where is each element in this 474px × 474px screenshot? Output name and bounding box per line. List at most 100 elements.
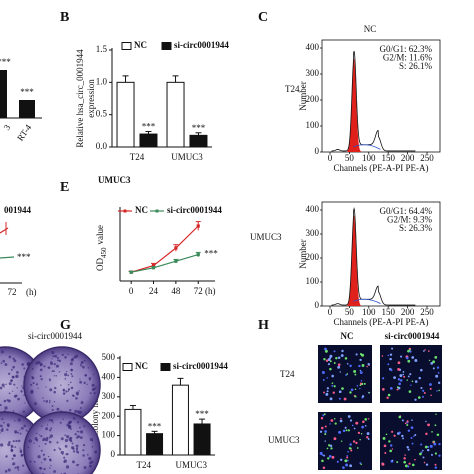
colony — [64, 355, 67, 359]
cell — [427, 445, 430, 448]
colony — [51, 408, 54, 412]
colony — [75, 448, 78, 451]
column-title: si-circ0001944 — [28, 331, 82, 341]
colony — [75, 354, 79, 358]
colony — [87, 366, 90, 369]
panel-label: B — [60, 10, 69, 25]
cell — [335, 357, 338, 360]
x-tick-label: 100 — [362, 307, 376, 317]
colony — [19, 447, 21, 449]
colony — [50, 361, 52, 363]
cell — [437, 372, 440, 374]
colony — [37, 455, 41, 459]
cell — [429, 383, 432, 386]
cell — [410, 426, 414, 430]
colony — [1, 427, 4, 430]
x-tick-label: 250 — [420, 307, 434, 317]
cell — [330, 447, 333, 450]
colony — [14, 394, 18, 398]
cell — [329, 360, 332, 363]
cell — [401, 419, 404, 422]
y-tick-label: 100 — [306, 276, 320, 286]
colony — [40, 363, 42, 365]
y-tick-label: 400 — [102, 371, 116, 381]
panel-label: G — [60, 318, 71, 333]
cell — [424, 445, 428, 449]
cell — [411, 419, 413, 421]
colony — [77, 451, 80, 454]
colony — [64, 444, 68, 448]
cell — [401, 434, 404, 438]
significance: *** — [142, 122, 156, 132]
cell — [326, 377, 329, 379]
colony — [5, 383, 7, 386]
colony — [12, 440, 15, 443]
colony — [17, 439, 21, 443]
y-axis-label: Number — [298, 239, 308, 269]
cell — [429, 387, 432, 390]
colony — [65, 371, 68, 373]
y-axis-label-sub: 450 — [100, 247, 108, 258]
cell — [327, 363, 331, 366]
colony — [89, 464, 92, 468]
cell — [406, 424, 409, 427]
cell — [349, 464, 353, 468]
cell — [404, 464, 408, 468]
cell — [333, 350, 336, 353]
y-axis-label: OD450 value — [95, 225, 108, 271]
y-axis-label: Number — [298, 81, 308, 111]
cell — [396, 388, 399, 391]
y-tick-label: 300 — [102, 391, 116, 401]
colony — [43, 457, 47, 461]
colony — [64, 438, 69, 443]
cell — [434, 424, 437, 427]
legend-swatch — [122, 363, 133, 371]
cell — [346, 456, 349, 459]
cell — [408, 462, 411, 465]
cell — [413, 435, 415, 437]
colony — [10, 379, 13, 382]
cell — [410, 384, 412, 386]
y-tick-label: 500 — [102, 352, 116, 362]
bar-fragment — [19, 100, 35, 118]
plot-frame — [321, 201, 441, 307]
cell — [423, 350, 425, 352]
column-title: NC — [364, 24, 377, 34]
legend-label: si-circ0001944 — [173, 361, 228, 371]
x-tick-label: 0 — [129, 286, 134, 296]
cell — [425, 420, 427, 423]
colony — [8, 355, 12, 359]
colony — [31, 367, 34, 370]
colony — [82, 444, 86, 447]
cell — [340, 354, 344, 357]
cell-cycle-stat: S: 26.1% — [399, 61, 433, 71]
colony — [21, 363, 24, 366]
cell — [332, 391, 335, 394]
colony — [10, 368, 13, 371]
colony — [64, 434, 66, 437]
colony — [8, 441, 11, 444]
cell — [419, 452, 422, 456]
cell — [361, 364, 365, 367]
x-tick-label: 0 — [328, 153, 333, 163]
colony — [76, 393, 79, 396]
cell — [351, 424, 354, 427]
column-title: si-circ0001944 — [385, 331, 440, 341]
cell — [420, 443, 423, 446]
cell — [400, 355, 403, 358]
colony — [49, 388, 53, 392]
colony — [71, 375, 74, 378]
x-tick-label: 24 — [149, 286, 159, 296]
cell — [336, 460, 339, 463]
colony — [7, 424, 10, 428]
y-axis-label-main: OD — [95, 258, 105, 271]
colony — [49, 458, 52, 461]
cell-cycle-stat: G2/M: 9.3% — [387, 215, 433, 225]
cell — [321, 459, 324, 463]
colony — [4, 363, 8, 366]
cell — [404, 454, 406, 456]
cell — [345, 429, 348, 432]
cell — [326, 387, 330, 390]
colony — [17, 397, 20, 401]
